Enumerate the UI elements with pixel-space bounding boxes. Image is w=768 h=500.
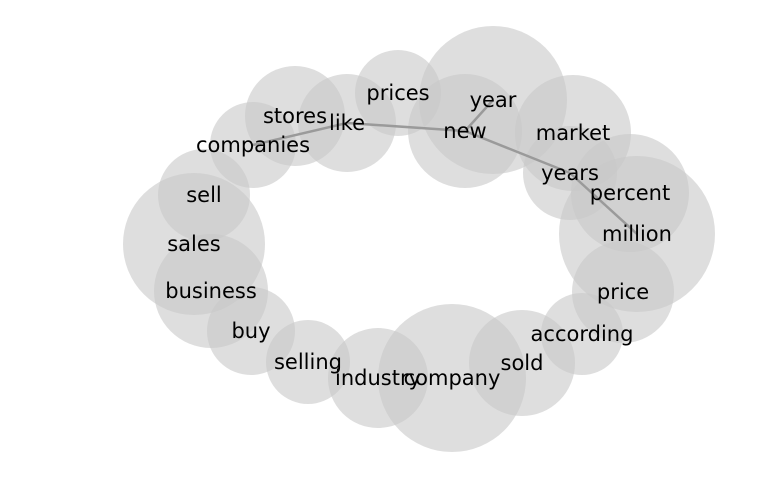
node-label-market: market	[536, 121, 611, 145]
node-label-like: like	[329, 111, 365, 135]
node-label-prices: prices	[366, 81, 429, 105]
edge-companies-like	[252, 121, 348, 147]
node-labels: prices year stores like new market companies ye…	[165, 81, 672, 390]
node-label-stores: stores	[263, 104, 327, 128]
node-label-million: million	[602, 222, 672, 246]
node-label-sold: sold	[501, 351, 544, 375]
edge-like-new	[346, 121, 466, 133]
node-label-sales: sales	[167, 232, 221, 256]
edge-new-year	[464, 99, 494, 132]
node-label-percent: percent	[590, 181, 670, 205]
node-label-buy: buy	[231, 319, 270, 343]
node-label-company: company	[404, 366, 501, 390]
edge-years-million	[569, 172, 638, 235]
node-label-sell: sell	[186, 183, 222, 207]
edge-new-years	[464, 129, 571, 175]
node-label-according: according	[531, 322, 634, 346]
node-label-business: business	[165, 279, 257, 303]
node-circle-company	[378, 304, 526, 452]
node-label-price: price	[597, 280, 649, 304]
node-label-selling: selling	[274, 350, 342, 374]
edges	[252, 99, 638, 235]
node-label-years: years	[541, 161, 599, 185]
node-label-companies: companies	[196, 133, 310, 157]
node-label-new: new	[443, 119, 486, 143]
node-label-year: year	[470, 88, 517, 112]
node-label-industry: industry	[335, 366, 421, 390]
